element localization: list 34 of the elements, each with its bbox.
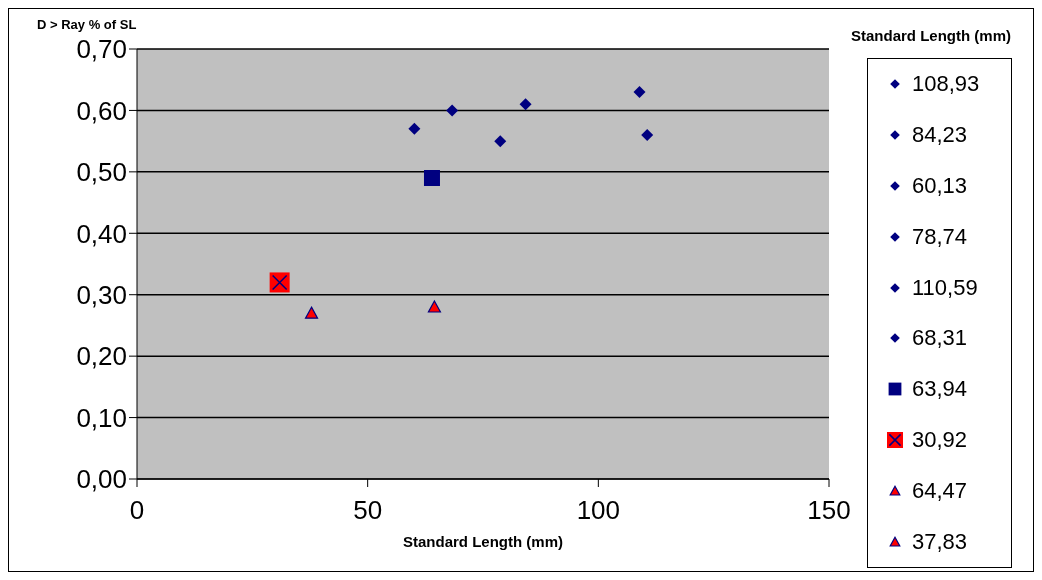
x-tick-label: 0 bbox=[129, 495, 145, 526]
point bbox=[519, 98, 532, 111]
point bbox=[304, 306, 319, 319]
point bbox=[494, 135, 507, 148]
y-tick-label: 0,40 bbox=[76, 218, 127, 249]
legend-label: 68,31 bbox=[912, 325, 968, 352]
y-tick-label: 0,10 bbox=[76, 402, 127, 433]
legend-label: 60,13 bbox=[912, 172, 968, 199]
point bbox=[446, 104, 459, 117]
point bbox=[408, 122, 421, 135]
y-tick-label: 0,00 bbox=[76, 464, 127, 495]
point bbox=[423, 170, 440, 186]
legend-label: 108,93 bbox=[912, 71, 980, 98]
x-axis-title: Standard Length (mm) bbox=[403, 533, 563, 550]
legend-label: 30,92 bbox=[912, 426, 968, 453]
legend-label: 64,47 bbox=[912, 477, 968, 504]
legend-title: Standard Length (mm) bbox=[850, 27, 1012, 44]
y-tick-label: 0,60 bbox=[76, 95, 127, 126]
x-tick-label: 150 bbox=[807, 495, 851, 526]
x-tick-label: 100 bbox=[576, 495, 621, 526]
x-tick-label: 50 bbox=[353, 495, 383, 526]
legend-label: 84,23 bbox=[912, 122, 968, 149]
point bbox=[641, 129, 654, 141]
y-axis-title: D > Ray % of SL bbox=[37, 17, 137, 32]
y-tick-label: 0,20 bbox=[76, 341, 127, 372]
legend-label: 110,59 bbox=[912, 274, 978, 301]
legend-label: 63,94 bbox=[912, 376, 968, 403]
legend-label: 78,74 bbox=[912, 223, 968, 250]
legend-label: 37,83 bbox=[912, 528, 968, 555]
point bbox=[427, 300, 442, 313]
point bbox=[633, 86, 646, 98]
y-tick-label: 0,50 bbox=[76, 157, 127, 188]
y-tick-label: 0,70 bbox=[76, 34, 127, 65]
y-tick-label: 0,30 bbox=[76, 279, 127, 310]
